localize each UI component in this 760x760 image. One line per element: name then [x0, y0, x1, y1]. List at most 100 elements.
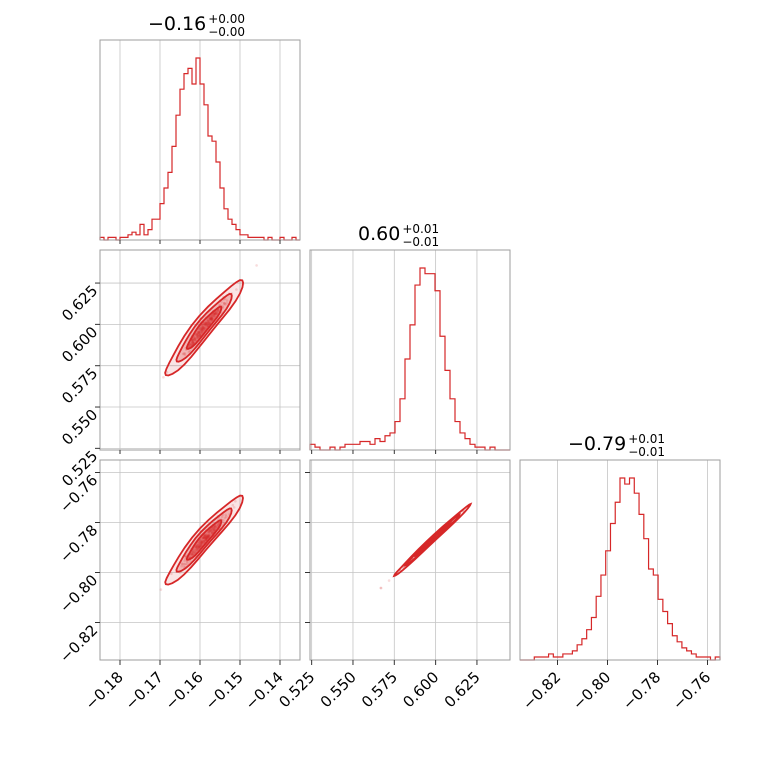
scatter-point	[387, 579, 391, 582]
scatter-point	[234, 500, 237, 503]
scatter-point	[194, 332, 198, 336]
scatter-point	[202, 536, 205, 540]
scatter-point	[195, 548, 198, 551]
scatter-point	[199, 544, 203, 547]
scatter-point	[202, 322, 205, 326]
scatter-point	[191, 340, 195, 344]
scatter-point	[210, 317, 213, 321]
scatter-point	[200, 327, 204, 331]
scatter-point	[218, 303, 221, 307]
scatter-point	[206, 324, 209, 327]
scatter-point	[209, 318, 212, 321]
scatter-point	[208, 534, 211, 537]
scatter-point	[190, 340, 194, 343]
scatter-point	[202, 327, 206, 330]
scatter-point	[202, 539, 206, 543]
scatter-point	[208, 322, 212, 325]
gridlines-2-1	[310, 460, 510, 660]
scatter-point	[203, 534, 206, 537]
scatter-point	[211, 528, 214, 531]
x-tick-label: −0.15	[202, 668, 247, 713]
scatter-point	[200, 328, 204, 332]
scatter-point	[198, 334, 202, 337]
scatter-point	[205, 322, 208, 325]
scatter-point	[201, 536, 205, 540]
scatter-point	[204, 323, 207, 327]
scatter-point	[201, 324, 204, 327]
scatter-point	[207, 534, 210, 538]
scatter-point	[216, 308, 220, 312]
scatter-point	[194, 551, 197, 554]
x-tick-label: −0.14	[242, 668, 287, 713]
panel-frame-2-1	[309, 459, 511, 661]
scatter-point	[215, 311, 218, 315]
scatter-point	[198, 333, 202, 337]
scatter-point	[208, 320, 211, 324]
scatter-point	[208, 322, 211, 326]
scatter-point	[211, 531, 214, 535]
scatter-point	[197, 331, 201, 335]
gridlines-1-1	[311, 250, 478, 450]
scatter-point	[203, 539, 206, 543]
scatter-point	[193, 338, 197, 342]
scatter-point	[184, 555, 187, 558]
scatter-point	[202, 536, 206, 539]
scatter-point	[202, 536, 206, 540]
scatter-point	[221, 305, 225, 309]
scatter-point	[192, 339, 195, 342]
scatter-point	[211, 528, 214, 532]
scatter-point	[223, 516, 227, 520]
scatter-point	[199, 542, 203, 546]
scatter-point	[194, 545, 198, 548]
scatter-point	[224, 513, 227, 517]
scatter-point	[213, 528, 216, 531]
scatter-point	[183, 559, 186, 563]
scatter-point	[192, 336, 195, 339]
y-tick-label: 0.550	[58, 406, 101, 449]
scatter-point	[208, 531, 211, 534]
scatter-point	[196, 545, 199, 549]
y-tick-label: −0.80	[56, 571, 101, 616]
scatter-point	[204, 327, 207, 330]
scatter-point	[192, 550, 196, 554]
scatter-point	[196, 335, 200, 338]
scatter-point	[222, 519, 225, 522]
scatter-point	[204, 322, 208, 326]
scatter-point	[200, 331, 204, 334]
x-tick-label: −0.17	[122, 668, 167, 713]
scatter-point	[208, 317, 212, 321]
y-tick-label: −0.82	[56, 621, 101, 666]
scatter-point	[185, 560, 189, 563]
scatter-point	[201, 325, 205, 329]
scatter-point	[214, 526, 218, 529]
scatter-point	[208, 316, 212, 319]
scatter-point	[210, 317, 213, 321]
scatter-point	[200, 540, 203, 543]
scatter-point	[206, 321, 210, 325]
scatter-point	[185, 560, 189, 564]
scatter-point	[204, 536, 208, 539]
scatter-point	[190, 343, 193, 346]
scatter-point	[207, 536, 210, 539]
scatter-point	[191, 553, 194, 556]
scatter-point	[196, 543, 200, 547]
histogram-2	[520, 477, 721, 661]
scatter-point	[197, 545, 200, 549]
scatter-point	[200, 541, 204, 545]
scatter-point	[210, 313, 214, 317]
contour-level-1	[175, 292, 233, 363]
scatter-point	[207, 319, 210, 322]
scatter-point	[195, 332, 199, 336]
scatter-point	[207, 319, 210, 323]
scatter-point	[195, 336, 198, 340]
scatter-point	[207, 534, 211, 537]
scatter-point	[216, 309, 219, 313]
scatter-point	[195, 544, 198, 548]
scatter-point	[204, 321, 208, 324]
scatter-point	[213, 312, 216, 315]
scatter-point	[379, 586, 383, 590]
scatter-point	[212, 526, 216, 529]
scatter-point	[212, 315, 215, 319]
scatter-point	[204, 534, 207, 538]
